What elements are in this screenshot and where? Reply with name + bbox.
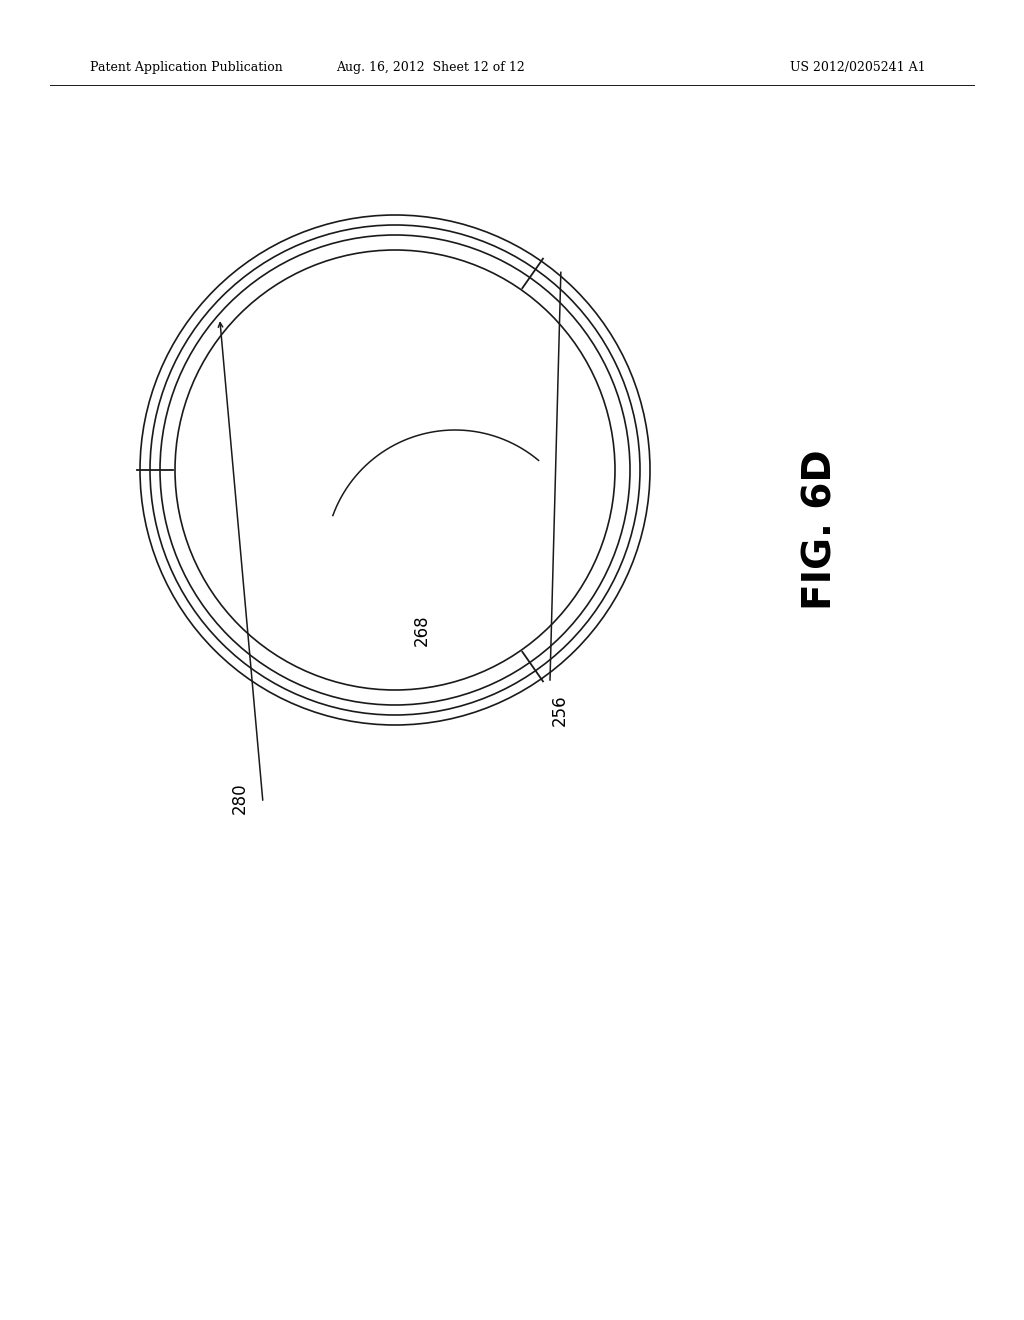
Text: Aug. 16, 2012  Sheet 12 of 12: Aug. 16, 2012 Sheet 12 of 12 <box>336 62 524 74</box>
Text: US 2012/0205241 A1: US 2012/0205241 A1 <box>790 62 926 74</box>
Text: 280: 280 <box>231 783 249 814</box>
Text: 268: 268 <box>413 614 431 645</box>
Text: 256: 256 <box>551 694 569 726</box>
Text: FIG. 6D: FIG. 6D <box>801 450 839 610</box>
Text: Patent Application Publication: Patent Application Publication <box>90 62 283 74</box>
